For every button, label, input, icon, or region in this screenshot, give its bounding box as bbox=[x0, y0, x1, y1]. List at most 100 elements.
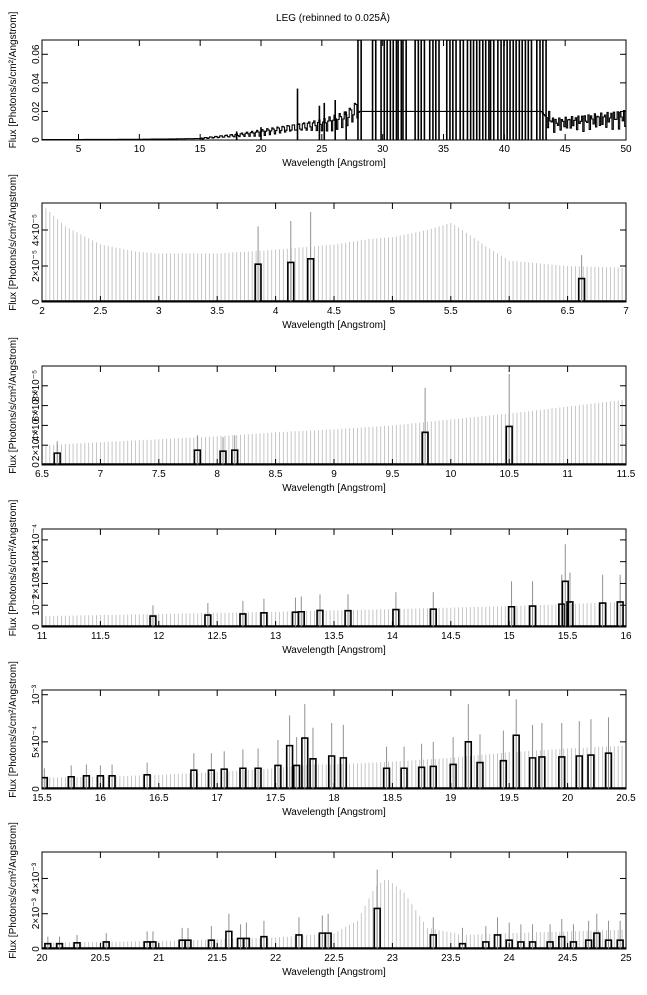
histogram-bin bbox=[149, 615, 157, 626]
saturated-bin bbox=[380, 40, 386, 140]
histogram-bin bbox=[528, 605, 537, 626]
y-tick-label: 0.04 bbox=[31, 73, 42, 93]
histogram-bin bbox=[207, 769, 216, 788]
y-tick-label: 10⁻³ bbox=[31, 684, 42, 704]
panel-3: 6.5 7 7.5 8 8.5 9 9.5 10 10.5 11 11.5 02×10⁻⁵4×10⁻⁵… bbox=[8, 337, 636, 494]
y-axis-title: Flux [Photons/s/cm²/Angstrom] bbox=[8, 337, 19, 474]
histogram-bin bbox=[528, 757, 537, 788]
error-bars bbox=[42, 879, 626, 949]
saturated-bin bbox=[371, 40, 377, 140]
x-tick-label: 18 bbox=[328, 793, 340, 804]
histogram-bin bbox=[493, 934, 502, 948]
x-tick-label: 12 bbox=[153, 631, 165, 642]
x-tick-label: 20 bbox=[36, 953, 48, 964]
histogram-bin bbox=[301, 737, 309, 788]
saturated-bin bbox=[509, 40, 515, 140]
saturated-bin bbox=[542, 40, 547, 140]
x-tick-label: 18.5 bbox=[383, 793, 403, 804]
x-tick-label: 15 bbox=[504, 631, 516, 642]
plot-area bbox=[42, 699, 626, 789]
y-tick-label: 2×10⁻⁴ bbox=[31, 567, 42, 599]
x-tick-label: 10 bbox=[134, 144, 146, 155]
x-tick-label: 9.5 bbox=[385, 469, 399, 480]
saturated-bin bbox=[527, 40, 533, 140]
x-tick-label: 23.5 bbox=[441, 953, 461, 964]
saturated-bin bbox=[536, 40, 541, 140]
y-tick-label: 4×10⁻³ bbox=[31, 862, 42, 894]
saturated-bin bbox=[515, 40, 521, 140]
histogram-bin bbox=[339, 757, 348, 788]
histogram-bin bbox=[505, 939, 513, 948]
histogram-bin bbox=[604, 752, 613, 788]
x-tick-label: 19 bbox=[445, 793, 457, 804]
x-tick-label: 19.5 bbox=[499, 793, 519, 804]
y-axis-title: Flux [Photons/s/cm²/Angstrom] bbox=[8, 174, 19, 311]
x-tick-label: 16 bbox=[95, 793, 107, 804]
histogram-bin bbox=[292, 764, 301, 788]
histogram-bin bbox=[309, 758, 317, 788]
x-tick-label: 17.5 bbox=[266, 793, 286, 804]
saturated-bin bbox=[392, 40, 398, 140]
y-tick-label: 3×10⁻⁴ bbox=[31, 546, 42, 578]
histogram-bin bbox=[285, 744, 294, 788]
histogram-bin bbox=[558, 756, 566, 788]
histogram-bin bbox=[561, 580, 569, 626]
histogram-bin bbox=[476, 761, 484, 788]
x-tick-label: 16.5 bbox=[149, 793, 169, 804]
histogram-bin bbox=[373, 907, 381, 948]
error-bars bbox=[42, 745, 626, 789]
panel-4: 11 11.5 12 12.5 13 13.5 14 14.5 15 15.5 16 0 10⁻⁴2×1… bbox=[8, 499, 632, 656]
histogram-bin bbox=[558, 935, 566, 948]
saturated-bin bbox=[497, 40, 502, 140]
x-tick-label: 20 bbox=[255, 144, 267, 155]
x-tick-label: 17 bbox=[212, 793, 224, 804]
y-tick-label: 2×10⁻³ bbox=[31, 897, 42, 929]
plot-area bbox=[42, 373, 626, 465]
x-axis-title: Wavelength [Angstrom] bbox=[282, 158, 386, 169]
x-tick-label: 6.5 bbox=[561, 306, 575, 317]
x-tick-label: 9 bbox=[331, 469, 337, 480]
x-tick-label: 16 bbox=[620, 631, 632, 642]
saturated-bin bbox=[459, 40, 465, 140]
x-tick-label: 35 bbox=[438, 144, 450, 155]
x-tick-label: 40 bbox=[499, 144, 511, 155]
histogram-bin bbox=[316, 609, 324, 626]
histogram-bin bbox=[464, 741, 473, 788]
x-tick-label: 5 bbox=[76, 144, 82, 155]
y-tick-label: 0 bbox=[31, 624, 42, 630]
x-tick-label: 20 bbox=[562, 793, 574, 804]
histogram-bin bbox=[295, 934, 303, 948]
histogram-bin bbox=[306, 258, 315, 301]
histogram-bin bbox=[449, 763, 457, 788]
histogram-bin bbox=[400, 767, 408, 788]
y-tick-label: 5×10⁻⁴ bbox=[31, 726, 42, 758]
histogram-bin bbox=[429, 608, 437, 626]
histogram-bin bbox=[53, 452, 61, 464]
y-axis-title: Flux [Photons/s/cm²/Angstrom] bbox=[8, 661, 19, 798]
y-tick-label: 6×10⁻⁵ bbox=[31, 390, 42, 422]
x-tick-label: 14 bbox=[387, 631, 399, 642]
x-tick-label: 21.5 bbox=[207, 953, 227, 964]
histogram-bin bbox=[287, 261, 295, 301]
x-tick-label: 24 bbox=[504, 953, 516, 964]
histogram-bin bbox=[566, 601, 574, 626]
histogram-bin bbox=[82, 775, 91, 788]
panel-1: 5 10 15 20 25 30 35 40 45 50 0 0.02 0.04 0.06 Waveleng… bbox=[8, 11, 632, 169]
saturated-bin bbox=[466, 40, 472, 140]
y-tick-label: 0 bbox=[31, 786, 42, 792]
x-tick-label: 12.5 bbox=[207, 631, 227, 642]
error-bars bbox=[42, 204, 626, 302]
saturated-bin bbox=[402, 40, 407, 140]
x-tick-label: 4.5 bbox=[327, 306, 341, 317]
saturated-bin bbox=[503, 40, 508, 140]
histogram-bin bbox=[254, 263, 262, 301]
x-axis-title: Wavelength [Angstrom] bbox=[282, 483, 386, 494]
plot-frame bbox=[41, 39, 627, 141]
histogram-bin bbox=[458, 942, 467, 948]
histogram-bin bbox=[67, 775, 75, 788]
histogram-bin bbox=[102, 941, 110, 948]
saturated-bin bbox=[478, 40, 484, 140]
y-tick-label: 2×10⁻⁵ bbox=[31, 429, 42, 461]
y-tick-label: 0 bbox=[31, 137, 42, 143]
